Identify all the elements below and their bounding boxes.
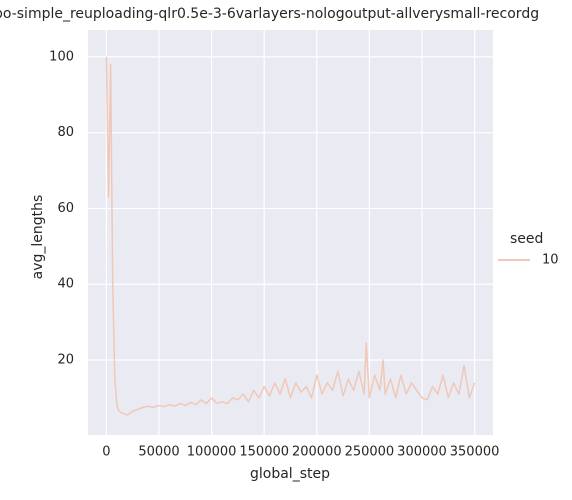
y-tick-label: 20 [57, 352, 74, 367]
x-tick-label: 100000 [187, 445, 237, 460]
x-tick-label: 300000 [397, 445, 447, 460]
x-tick-label: 350000 [450, 445, 500, 460]
y-axis-label: avg_lengths [30, 195, 46, 280]
y-tick-label: 60 [57, 201, 74, 216]
y-tick-label: 100 [49, 49, 74, 64]
legend-title: seed [510, 231, 543, 247]
data-line [105, 56, 476, 416]
x-tick-label: 250000 [345, 445, 395, 460]
x-tick-label: 200000 [292, 445, 342, 460]
y-tick-label: 40 [57, 277, 74, 292]
legend-label: 10 [542, 253, 559, 268]
x-tick-label: 50000 [138, 445, 179, 460]
plot-area [88, 30, 493, 435]
y-tick-label: 80 [57, 125, 74, 140]
x-tick-label: 150000 [239, 445, 289, 460]
chart-title: po-simple_reuploading-qlr0.5e-3-6varlaye… [0, 6, 539, 22]
x-axis-label: global_step [250, 466, 330, 482]
x-tick-label: 0 [102, 445, 110, 460]
